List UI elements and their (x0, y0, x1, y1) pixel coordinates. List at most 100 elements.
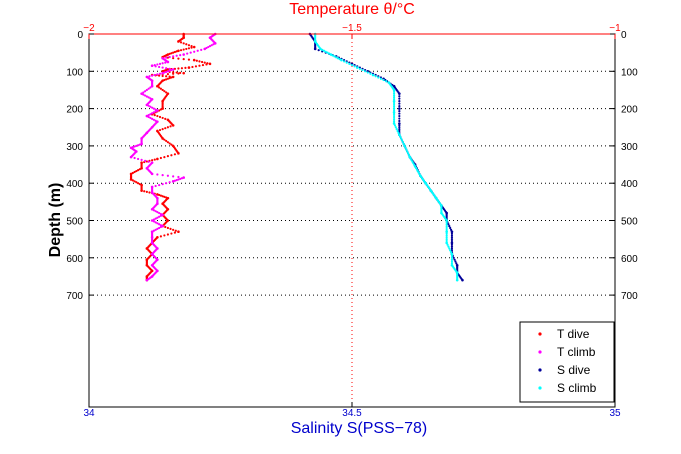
data-point (147, 160, 150, 163)
data-point (165, 78, 168, 81)
data-point (333, 55, 336, 58)
data-point (449, 226, 452, 230)
data-point (172, 55, 175, 58)
data-point (161, 224, 164, 228)
data-point (170, 76, 173, 79)
data-point (326, 51, 329, 54)
data-point (166, 60, 170, 64)
data-point (136, 182, 140, 185)
data-point (350, 63, 354, 67)
data-point (382, 78, 385, 82)
data-point (166, 233, 169, 236)
data-point (148, 75, 151, 78)
data-point (172, 175, 175, 178)
data-point (140, 166, 143, 170)
data-point (172, 228, 175, 231)
data-point (319, 47, 322, 51)
data-point (156, 114, 159, 118)
data-point (161, 116, 164, 120)
data-point (158, 109, 161, 112)
data-point (196, 49, 199, 52)
data-point (403, 144, 406, 148)
data-point (149, 113, 152, 116)
data-point (158, 74, 161, 77)
data-point (445, 226, 448, 230)
data-point (177, 40, 180, 43)
data-point (400, 139, 404, 142)
data-point (166, 126, 169, 129)
data-point (175, 50, 178, 53)
data-point (450, 241, 454, 245)
data-point (185, 43, 188, 46)
data-point (153, 158, 156, 161)
data-point (398, 133, 401, 137)
data-point (343, 60, 346, 63)
data-point (445, 239, 448, 243)
data-point (165, 91, 168, 94)
data-point (147, 104, 150, 107)
data-point (190, 46, 193, 49)
data-point (407, 152, 410, 155)
data-point (158, 193, 161, 197)
data-point (147, 96, 150, 99)
data-point (168, 55, 171, 59)
data-point (159, 225, 162, 229)
data-point (158, 72, 162, 75)
data-point (449, 228, 453, 231)
data-point (129, 155, 133, 159)
data-point (177, 175, 180, 179)
data-point (450, 249, 454, 252)
data-point (450, 238, 454, 241)
data-point (179, 41, 183, 44)
data-point (135, 144, 138, 147)
data-point (168, 77, 171, 80)
legend-marker (538, 332, 542, 336)
axis-ticks: 0 0 100 100 200 200 300 300 400 400 500 500 600 600 70… (66, 23, 638, 419)
data-point (398, 117, 401, 120)
data-point (450, 256, 454, 259)
data-point (156, 173, 159, 176)
data-point (151, 106, 154, 109)
data-point (164, 127, 167, 130)
data-point (192, 45, 196, 49)
data-point (447, 223, 450, 226)
data-point (398, 105, 401, 108)
data-point (170, 154, 173, 157)
data-point (158, 183, 161, 187)
data-point (186, 52, 189, 55)
data-point (445, 234, 448, 237)
data-point (148, 191, 151, 194)
y-tick-label-right: 600 (621, 254, 638, 265)
series-t-climb (129, 32, 217, 282)
data-point (150, 84, 154, 88)
data-point (392, 111, 396, 114)
data-point (405, 148, 408, 151)
data-point (175, 71, 178, 74)
data-point (190, 45, 193, 48)
y-tick-label-left: 100 (66, 67, 83, 78)
data-point (133, 156, 136, 160)
data-point (161, 128, 164, 131)
data-point (445, 223, 448, 226)
data-point (161, 70, 164, 73)
data-point (392, 109, 396, 112)
data-point (213, 42, 217, 45)
data-point (335, 56, 338, 59)
data-point (392, 96, 396, 99)
data-point (152, 111, 155, 114)
legend-label: T climb (557, 345, 596, 359)
data-point (145, 103, 149, 107)
data-point (398, 102, 401, 105)
data-point (159, 87, 162, 90)
data-point (398, 107, 401, 110)
data-point (153, 73, 156, 77)
data-point (348, 62, 351, 65)
data-point (177, 67, 180, 70)
data-point (175, 178, 178, 182)
data-point (374, 75, 377, 78)
data-point (182, 53, 185, 56)
data-point (450, 239, 454, 243)
data-point (142, 91, 145, 94)
data-point (185, 47, 188, 51)
